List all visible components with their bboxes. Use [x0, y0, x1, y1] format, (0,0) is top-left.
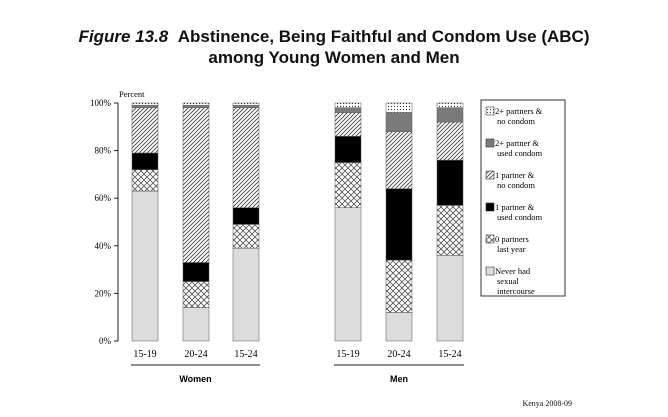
bar-segment [131, 107, 159, 154]
y-tick-label: 100% [90, 98, 112, 108]
bar-segment [334, 136, 362, 163]
group-label: Women [179, 374, 211, 384]
figure-label: Figure 13.8 [78, 27, 169, 46]
bar-segment [334, 207, 362, 342]
legend-swatch [485, 202, 495, 212]
chart-title: Figure 13.8 Abstinence, Being Faithful a… [0, 26, 668, 68]
bar-segment [182, 281, 210, 308]
legend-label: used condom [497, 148, 542, 158]
bar-segment [232, 102, 260, 106]
legend-label: 1 partner & [495, 170, 535, 180]
x-tick-label: 15-19 [336, 349, 359, 360]
source-note: Kenya 2008-09 [522, 399, 572, 408]
bar-segment [334, 162, 362, 208]
bar-segment [182, 105, 210, 109]
bar-segment [334, 112, 362, 137]
bar-segment [182, 107, 210, 263]
bar-segment [232, 207, 260, 225]
bar-segment [131, 190, 159, 342]
group-label: Men [390, 374, 408, 384]
bar-segment [131, 152, 159, 170]
bar-segment [385, 102, 413, 113]
x-tick-label: 15-24 [438, 349, 461, 360]
bar-segment [182, 102, 210, 106]
legend-swatch [485, 138, 495, 148]
y-tick-label: 80% [95, 146, 112, 156]
y-tick-label: 40% [95, 241, 112, 251]
legend-label: 0 partners [495, 234, 529, 244]
x-tick-label: 20-24 [387, 349, 410, 360]
legend-label: 2+ partner & [495, 138, 539, 148]
legend-label: used condom [497, 212, 542, 222]
bar-segment [385, 188, 413, 261]
bar-segment [232, 247, 260, 342]
legend-label: 1 partner & [495, 202, 535, 212]
bar-segment [436, 102, 464, 109]
legend-swatch [485, 266, 495, 276]
y-axis-label: Percent [119, 89, 145, 99]
y-tick-label: 20% [95, 288, 112, 298]
bar-segment [436, 159, 464, 206]
bar-segment [385, 259, 413, 313]
x-tick-label: 15-19 [133, 349, 156, 360]
bar-segment [182, 307, 210, 342]
bar-segment [232, 224, 260, 249]
x-axis-labels: 15-19 20-24 15-24 15-19 20-24 15-24 Women Men [131, 349, 464, 384]
legend-label: last year [497, 244, 526, 254]
legend-swatch [485, 106, 495, 116]
bar-segment [334, 102, 362, 109]
legend-label: intercourse [497, 286, 535, 296]
bar-segment [131, 105, 159, 109]
bar-segment [385, 131, 413, 189]
legend-label: 2+ partners & [495, 106, 543, 116]
legend-swatch [485, 234, 495, 244]
bar-segment [385, 312, 413, 342]
legend-label: no condom [497, 180, 535, 190]
chart-bars [131, 102, 464, 342]
chart-axes: 0% 20% 40% 60% 80% 100% Percent [90, 89, 145, 346]
x-tick-label: 15-24 [234, 349, 257, 360]
bar-segment [436, 205, 464, 256]
y-tick-label: 0% [99, 336, 112, 346]
x-tick-label: 20-24 [184, 349, 207, 360]
y-tick-label: 60% [95, 193, 112, 203]
figure-title-line2: among Young Women and Men [208, 48, 460, 67]
bar-segment [436, 255, 464, 342]
legend-swatch [485, 170, 495, 180]
bar-segment [232, 107, 260, 208]
bar-segment [182, 262, 210, 282]
legend-label: no condom [497, 116, 535, 126]
bar-segment [436, 107, 464, 123]
bar-segment [436, 121, 464, 161]
figure-title-line1: Abstinence, Being Faithful and Condom Us… [177, 27, 590, 46]
legend-label: sexual [497, 276, 519, 286]
bar-segment [385, 112, 413, 132]
bar-segment [334, 107, 362, 113]
legend-label: Never had [495, 266, 531, 276]
legend-box [480, 99, 566, 297]
bar-segment [131, 102, 159, 106]
bar-segment [232, 105, 260, 109]
bar-segment [131, 169, 159, 192]
